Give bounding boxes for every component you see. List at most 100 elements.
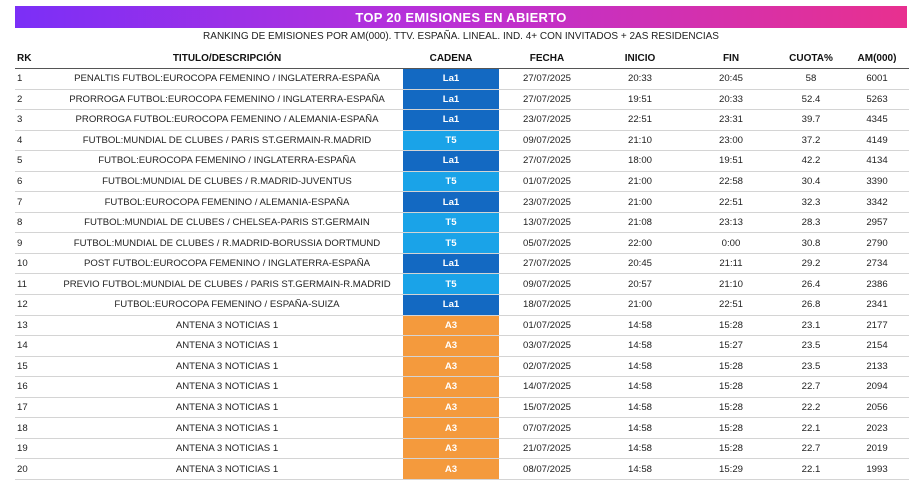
share-cell: 37.2 [777,130,845,152]
start-time-cell: 14:58 [595,438,685,460]
table-row: 1 PENALTIS FUTBOL:EUROCOPA FEMENINO / ING… [15,68,909,90]
column-header-am: AM(000) [845,48,909,69]
share-cell: 39.7 [777,109,845,131]
rank-cell: 15 [15,356,51,378]
rank-cell: 5 [15,150,51,172]
end-time-cell: 15:27 [685,335,777,357]
rank-cell: 6 [15,171,51,193]
channel-badge: A3 [403,417,499,439]
table-header-row: RK TITULO/DESCRIPCIÓN CADENA FECHA INICI… [15,48,909,69]
date-cell: 01/07/2025 [499,315,595,337]
start-time-cell: 21:00 [595,171,685,193]
rank-cell: 8 [15,212,51,234]
title-cell: PREVIO FUTBOL:MUNDIAL DE CLUBES / PARIS … [51,273,403,296]
date-cell: 07/07/2025 [499,417,595,439]
title-cell: ANTENA 3 NOTICIAS 1 [51,315,403,337]
date-cell: 03/07/2025 [499,335,595,357]
end-time-cell: 23:31 [685,109,777,131]
end-time-cell: 15:28 [685,438,777,460]
title-cell: ANTENA 3 NOTICIAS 1 [51,417,403,439]
share-cell: 22.7 [777,438,845,460]
column-header-cadena: CADENA [403,48,499,69]
title-cell: FUTBOL:MUNDIAL DE CLUBES / R.MADRID-BORU… [51,232,403,254]
table-row: 12 FUTBOL:EUROCOPA FEMENINO / ESPAÑA-SUIZ… [15,294,909,316]
end-time-cell: 19:51 [685,150,777,172]
channel-badge: La1 [403,68,499,90]
start-time-cell: 14:58 [595,315,685,337]
rank-cell: 11 [15,273,51,296]
end-time-cell: 21:11 [685,253,777,275]
channel-badge: A3 [403,376,499,398]
channel-badge: T5 [403,130,499,152]
audience-cell: 2094 [845,376,909,398]
title-cell: PRORROGA FUTBOL:EUROCOPA FEMENINO / ALEM… [51,109,403,131]
date-cell: 13/07/2025 [499,212,595,234]
column-header-titulo: TITULO/DESCRIPCIÓN [51,48,403,69]
rank-cell: 3 [15,109,51,131]
rank-cell: 16 [15,376,51,398]
end-time-cell: 20:33 [685,89,777,111]
channel-badge: La1 [403,191,499,213]
date-cell: 18/07/2025 [499,294,595,316]
audience-cell: 2154 [845,335,909,357]
start-time-cell: 20:45 [595,253,685,275]
title-cell: FUTBOL:EUROCOPA FEMENINO / ESPAÑA-SUIZA [51,294,403,316]
rank-cell: 10 [15,253,51,275]
title-cell: PENALTIS FUTBOL:EUROCOPA FEMENINO / INGL… [51,68,403,90]
audience-cell: 4345 [845,109,909,131]
table-row: 7 FUTBOL:EUROCOPA FEMENINO / ALEMANIA-ESP… [15,191,909,213]
table-row: 14 ANTENA 3 NOTICIAS 1 A3 03/07/2025 14:58 15… [15,335,909,357]
table-row: 4 FUTBOL:MUNDIAL DE CLUBES / PARIS ST.GER… [15,130,909,152]
page-title: TOP 20 EMISIONES EN ABIERTO [15,6,907,28]
column-header-fin: FIN [685,48,777,69]
table-row: 15 ANTENA 3 NOTICIAS 1 A3 02/07/2025 14:58 15… [15,356,909,378]
start-time-cell: 14:58 [595,417,685,439]
share-cell: 28.3 [777,212,845,234]
date-cell: 23/07/2025 [499,191,595,213]
channel-badge: T5 [403,232,499,254]
end-time-cell: 22:51 [685,191,777,213]
page-subtitle: RANKING DE EMISIONES POR AM(000). TTV. E… [203,31,719,42]
end-time-cell: 23:00 [685,130,777,152]
channel-badge: La1 [403,150,499,172]
table-row: 6 FUTBOL:MUNDIAL DE CLUBES / R.MADRID-JUV… [15,171,909,193]
date-cell: 09/07/2025 [499,273,595,296]
title-cell: ANTENA 3 NOTICIAS 1 [51,356,403,378]
audience-cell: 2023 [845,417,909,439]
start-time-cell: 14:58 [595,397,685,419]
rank-cell: 9 [15,232,51,254]
share-cell: 26.4 [777,273,845,296]
rank-cell: 4 [15,130,51,152]
share-cell: 52.4 [777,89,845,111]
title-cell: FUTBOL:MUNDIAL DE CLUBES / PARIS ST.GERM… [51,130,403,152]
title-cell: FUTBOL:EUROCOPA FEMENINO / ALEMANIA-ESPA… [51,191,403,213]
share-cell: 22.1 [777,458,845,480]
start-time-cell: 22:00 [595,232,685,254]
table-row: 18 ANTENA 3 NOTICIAS 1 A3 07/07/2025 14:58 15… [15,417,909,439]
column-header-fecha: FECHA [499,48,595,69]
table-row: 9 FUTBOL:MUNDIAL DE CLUBES / R.MADRID-BOR… [15,232,909,254]
end-time-cell: 20:45 [685,68,777,90]
start-time-cell: 22:51 [595,109,685,131]
title-cell: FUTBOL:MUNDIAL DE CLUBES / R.MADRID-JUVE… [51,171,403,193]
column-header-rk: RK [15,48,51,69]
table-row: 5 FUTBOL:EUROCOPA FEMENINO / INGLATERRA-E… [15,150,909,172]
start-time-cell: 20:33 [595,68,685,90]
start-time-cell: 19:51 [595,89,685,111]
title-cell: POST FUTBOL:EUROCOPA FEMENINO / INGLATER… [51,253,403,275]
rank-cell: 14 [15,335,51,357]
audience-cell: 3342 [845,191,909,213]
table-row: 8 FUTBOL:MUNDIAL DE CLUBES / CHELSEA-PARI… [15,212,909,234]
rank-cell: 19 [15,438,51,460]
start-time-cell: 14:58 [595,356,685,378]
end-time-cell: 22:51 [685,294,777,316]
rank-cell: 20 [15,458,51,480]
audience-cell: 2790 [845,232,909,254]
title-cell: FUTBOL:MUNDIAL DE CLUBES / CHELSEA-PARIS… [51,212,403,234]
rank-cell: 17 [15,397,51,419]
channel-badge: A3 [403,315,499,337]
date-cell: 27/07/2025 [499,89,595,111]
end-time-cell: 15:28 [685,315,777,337]
end-time-cell: 15:28 [685,417,777,439]
